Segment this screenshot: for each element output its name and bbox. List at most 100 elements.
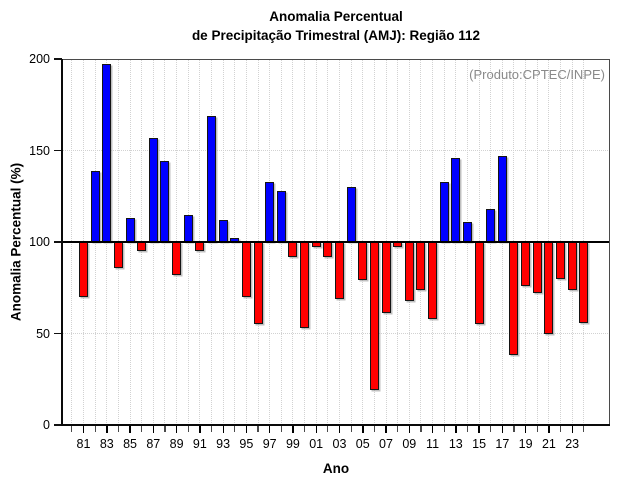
bar-2017 <box>497 155 507 242</box>
x-axis-tick-label: 11 <box>426 437 440 451</box>
x-axis-tick <box>280 425 282 432</box>
x-axis-tick-label: 89 <box>169 437 184 451</box>
y-axis-line <box>61 59 63 425</box>
bar-1984 <box>113 242 123 268</box>
bar-2018 <box>509 242 519 356</box>
x-axis-tick <box>117 425 119 432</box>
x-axis-tick <box>257 425 259 432</box>
x-axis-tick <box>245 425 248 433</box>
x-axis-tick <box>513 425 515 432</box>
x-axis-tick <box>234 425 236 432</box>
bar-2015 <box>474 242 484 325</box>
chart-title-line-1: Anomalia Percentual <box>269 9 403 24</box>
x-axis-tick <box>292 425 294 433</box>
x-axis-tick <box>199 425 201 433</box>
bar-1989 <box>172 242 182 275</box>
x-axis-tick <box>408 425 411 433</box>
x-axis-tick <box>536 425 538 432</box>
x-axis-tick-label: 07 <box>379 437 393 451</box>
x-axis-tick <box>466 425 469 432</box>
bar-2022 <box>556 242 566 279</box>
x-axis-tick-label: 99 <box>285 437 300 451</box>
x-axis-tick <box>385 425 387 433</box>
x-axis-line <box>61 424 610 426</box>
x-axis-tick <box>141 425 143 432</box>
bar-1993 <box>218 220 228 242</box>
bar-2005 <box>358 242 368 281</box>
x-axis-tick <box>187 425 189 432</box>
x-axis-tick-label: 05 <box>355 437 370 451</box>
x-axis-tick <box>478 425 480 433</box>
x-axis-tick-label: 19 <box>518 437 533 451</box>
x-axis-tick <box>525 425 527 433</box>
x-axis-tick-label: 81 <box>76 437 91 451</box>
x-axis-tick <box>269 425 271 433</box>
bar-2009 <box>404 242 414 301</box>
baseline-line <box>62 241 610 243</box>
x-axis-tick <box>397 425 399 432</box>
x-axis-tick-label: 91 <box>192 437 207 451</box>
bar-2024 <box>579 242 589 323</box>
y-axis-tick <box>54 241 62 243</box>
x-axis-tick-label: 13 <box>448 437 463 451</box>
x-axis-tick <box>431 425 434 433</box>
y-axis-tick-label: 100 <box>29 235 50 249</box>
product-annotation: (Produto:CPTEC/INPE) <box>469 67 605 82</box>
bar-2019 <box>521 242 531 286</box>
x-axis-tick <box>152 425 155 433</box>
bar-2000 <box>300 242 310 328</box>
x-axis-tick <box>443 425 445 432</box>
bar-2020 <box>532 242 542 294</box>
bar-1986 <box>137 242 147 252</box>
x-axis-tick <box>373 425 375 432</box>
x-axis-tick <box>315 425 317 433</box>
x-axis-tick <box>501 425 504 433</box>
x-axis-tick-label: 83 <box>99 437 114 451</box>
x-axis-tick-label: 03 <box>332 437 347 451</box>
bar-1992 <box>206 115 216 242</box>
x-axis-tick <box>129 425 131 433</box>
y-axis-tick <box>54 149 62 152</box>
x-axis-tick-label: 97 <box>262 437 277 451</box>
bar-2010 <box>416 242 426 290</box>
y-axis-tick-label: 150 <box>29 143 50 158</box>
bar-1997 <box>265 181 275 242</box>
y-axis-tick <box>54 424 62 426</box>
grid-line-horizontal <box>62 150 610 151</box>
x-axis-tick-label: 93 <box>216 437 231 451</box>
x-axis-tick <box>583 425 585 432</box>
x-axis-tick <box>71 425 73 432</box>
bar-1983 <box>102 64 112 242</box>
bar-1998 <box>276 190 286 242</box>
x-axis-tick <box>175 425 178 433</box>
x-axis-tick-label: 15 <box>472 437 487 451</box>
bar-1995 <box>241 242 251 297</box>
x-axis-tick <box>455 425 457 433</box>
x-axis-tick-label: 23 <box>565 437 580 451</box>
y-axis-tick-label: 50 <box>36 326 50 341</box>
x-axis-tick <box>350 425 352 432</box>
bar-2011 <box>428 242 438 319</box>
x-axis-label: Ano <box>322 461 350 476</box>
x-axis-tick <box>548 425 550 433</box>
bar-2016 <box>486 209 496 242</box>
x-axis-tick-label: 21 <box>541 437 556 451</box>
x-axis-tick <box>164 425 166 432</box>
x-axis-tick-label: 09 <box>402 437 417 451</box>
bar-2006 <box>369 242 379 391</box>
bar-1991 <box>195 242 205 252</box>
y-axis-tick-label: 0 <box>43 418 50 432</box>
x-axis-tick <box>571 425 573 433</box>
x-axis-tick <box>222 425 224 433</box>
bar-2004 <box>346 187 356 242</box>
bar-1987 <box>148 137 158 242</box>
grid-line-horizontal <box>62 333 610 334</box>
plot-area: (Produto:CPTEC/INPE) <box>61 59 610 426</box>
x-axis-tick <box>106 425 108 433</box>
y-axis-tick <box>54 332 62 335</box>
y-axis-tick <box>54 58 62 60</box>
bar-1988 <box>160 161 170 242</box>
bar-1999 <box>288 242 298 257</box>
x-axis-tick <box>210 425 213 432</box>
x-axis-tick <box>362 425 364 433</box>
